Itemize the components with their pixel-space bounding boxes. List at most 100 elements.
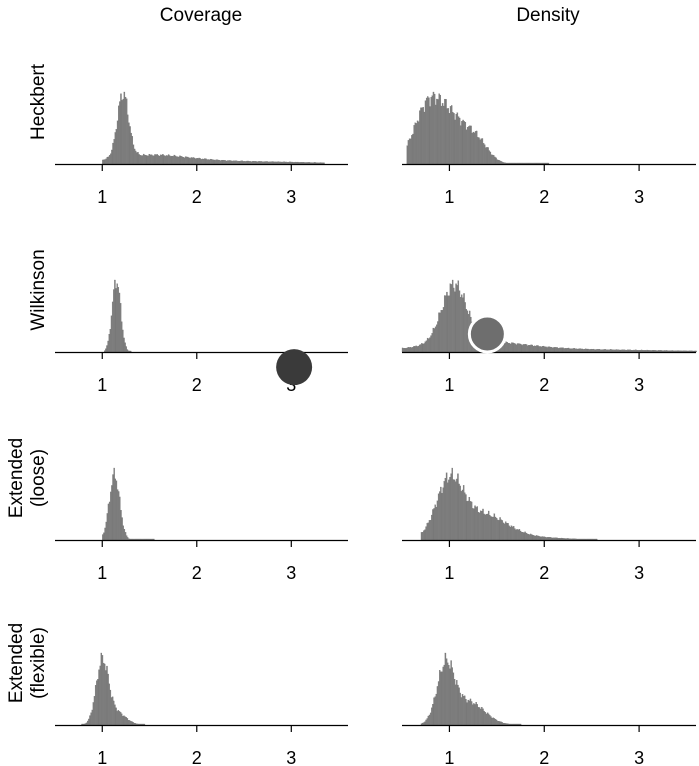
histogram-bar	[103, 159, 105, 165]
histogram-bar	[476, 506, 478, 541]
histogram-bar	[442, 666, 444, 726]
histogram-bar	[321, 162, 323, 165]
histogram-bar	[128, 538, 130, 541]
histogram-bar	[536, 535, 539, 541]
histogram-bar	[108, 155, 111, 165]
histogram-bar	[489, 151, 492, 165]
histogram-bar	[300, 162, 303, 165]
histogram-bar	[122, 716, 124, 726]
histogram-bar	[508, 525, 510, 541]
histogram-bar	[482, 143, 485, 165]
histogram-bar	[457, 473, 459, 541]
histogram-bar	[467, 699, 469, 726]
histogram-bar	[131, 538, 134, 541]
histogram-bar	[520, 343, 522, 353]
histogram-bar	[466, 310, 469, 353]
histogram-bar	[133, 722, 135, 726]
histogram-bar	[198, 157, 200, 165]
histogram-bars	[420, 467, 598, 541]
histogram-bar	[122, 98, 124, 165]
histogram-bar	[110, 315, 113, 353]
histogram-bar	[673, 350, 676, 353]
histogram-bar	[169, 155, 171, 165]
histogram-bar	[240, 160, 242, 165]
histogram-bar	[489, 515, 491, 541]
histogram-bar	[273, 161, 275, 165]
histogram-bar	[517, 343, 520, 353]
histogram-bar	[582, 349, 585, 353]
histogram-bar	[504, 343, 506, 353]
histogram-bar	[451, 105, 453, 165]
histogram-bar	[310, 162, 313, 165]
histogram-bar	[594, 349, 596, 353]
histogram-bar	[532, 346, 535, 353]
histogram-bar	[130, 721, 132, 726]
histogram-bar	[462, 119, 464, 165]
histogram-bar	[125, 98, 128, 165]
histogram-bar	[460, 697, 463, 726]
histogram-bar	[496, 159, 498, 165]
histogram-bar	[117, 287, 120, 353]
histogram-bar	[635, 349, 637, 353]
histogram-bar	[663, 350, 666, 353]
histogram-bar	[201, 158, 204, 165]
histogram-bar	[461, 694, 464, 726]
histogram-bar	[531, 534, 533, 541]
histogram-bar	[136, 538, 138, 541]
histogram-bar	[115, 288, 117, 353]
histogram-bar	[434, 504, 436, 541]
histogram-bar	[519, 530, 522, 541]
histogram-bar	[422, 107, 424, 165]
histogram-bar	[604, 349, 606, 353]
histogram-bar	[102, 159, 104, 165]
histogram-bar	[445, 295, 447, 353]
histogram-bar	[249, 161, 251, 165]
histogram-bar	[401, 347, 404, 353]
histogram-bar	[493, 513, 496, 541]
histogram-bar	[495, 719, 498, 726]
histogram-bar	[543, 536, 546, 541]
histogram-bar	[277, 161, 280, 165]
histogram-bar	[279, 161, 281, 165]
histogram-bar	[457, 116, 460, 165]
histogram-bar	[470, 125, 472, 165]
histogram-bar	[645, 350, 647, 353]
histogram-bar	[145, 538, 147, 541]
histogram-bar	[107, 673, 109, 726]
histogram-bar	[454, 119, 456, 165]
histogram-panel: 1 2 3	[55, 279, 348, 395]
x-tick-label: 3	[286, 375, 296, 395]
histogram-bar	[525, 344, 528, 353]
histogram-bar	[443, 481, 445, 541]
histogram-bar	[433, 697, 435, 726]
histogram-bar	[522, 162, 525, 165]
histogram-bar	[92, 702, 95, 726]
histogram-bar	[293, 162, 296, 165]
histogram-bar	[550, 347, 553, 353]
histogram-bar	[498, 720, 500, 726]
histogram-bar	[609, 349, 611, 353]
histogram-bars	[420, 652, 522, 726]
histogram-bar	[495, 517, 498, 541]
histogram-bar	[672, 350, 675, 353]
histogram-bar	[322, 162, 324, 165]
histogram-bar	[675, 350, 677, 353]
histogram-bar	[694, 350, 696, 353]
histogram-bar	[149, 154, 152, 165]
histogram-bar	[655, 350, 658, 353]
histogram-bar	[591, 538, 593, 541]
histogram-bar	[416, 346, 419, 353]
histogram-bar	[292, 162, 295, 165]
histogram-bar	[114, 132, 116, 165]
histogram-bar	[122, 525, 124, 541]
histogram-bar	[549, 537, 551, 541]
histogram-bar	[629, 349, 631, 353]
histogram-bar	[125, 535, 128, 541]
histogram-bar	[283, 161, 285, 165]
row-label: Heckbert	[28, 63, 49, 140]
histogram-bar	[112, 474, 114, 541]
histogram-bar	[166, 155, 169, 165]
histogram-bar	[255, 161, 257, 165]
histogram-bar	[417, 121, 420, 165]
histogram-bar	[413, 346, 415, 353]
